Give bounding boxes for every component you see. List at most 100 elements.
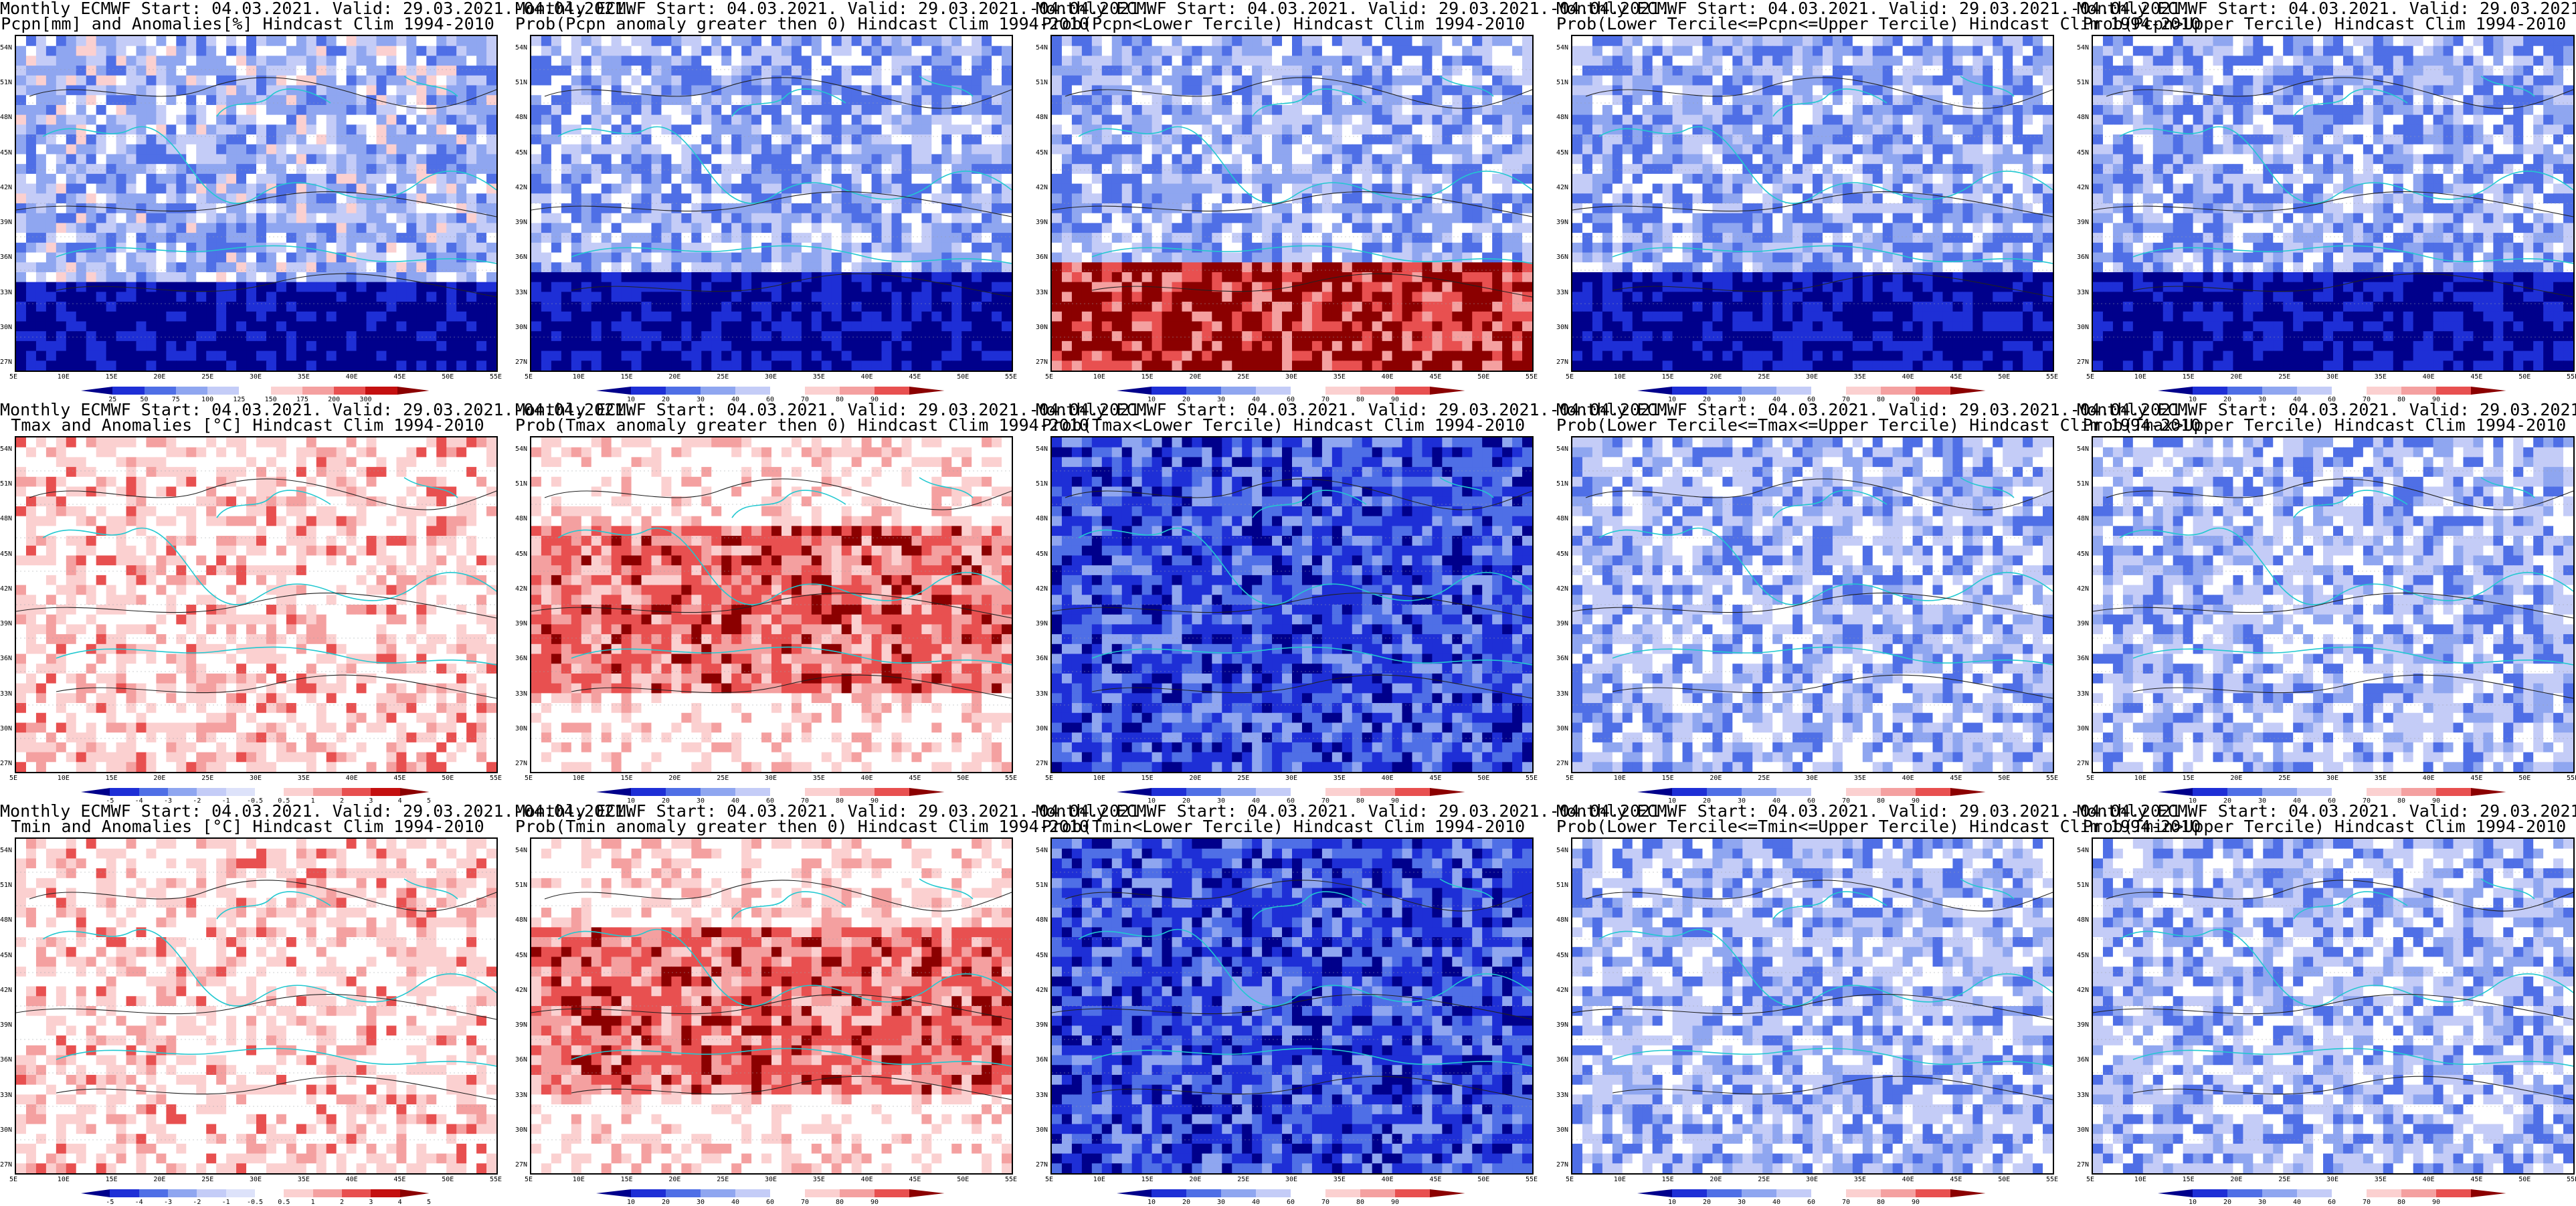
field-cell: [681, 193, 692, 203]
field-cell: [612, 193, 622, 203]
field-cell: [206, 115, 217, 125]
field-cell: [741, 86, 752, 96]
field-cell: [1262, 164, 1273, 174]
field-cell: [802, 76, 812, 86]
field-cell: [286, 233, 297, 243]
field-cell: [931, 144, 942, 155]
field-cell: [1122, 164, 1133, 174]
field-cell: [1062, 105, 1073, 115]
field-cell: [306, 134, 317, 144]
field-cell: [921, 36, 932, 46]
field-cell: [196, 184, 207, 194]
field-cell: [406, 292, 417, 302]
field-cell: [632, 253, 642, 263]
field-cell: [1292, 351, 1303, 361]
field-cell: [681, 233, 692, 243]
field-cell: [921, 95, 932, 105]
field-cell: [1272, 46, 1283, 56]
field-cell: [741, 321, 752, 331]
field-cell: [951, 351, 962, 361]
field-cell: [367, 56, 377, 66]
field-cell: [1332, 262, 1343, 272]
field-cell: [1372, 174, 1383, 184]
field-cell: [1072, 115, 1083, 125]
field-cell: [436, 174, 447, 184]
field-cell: [1342, 292, 1353, 302]
field-cell: [602, 341, 612, 351]
field-cell: [426, 144, 437, 155]
field-cell: [266, 164, 277, 174]
field-cell: [901, 66, 912, 76]
field-cell: [216, 105, 227, 115]
field-cell: [76, 76, 87, 86]
field-cell: [386, 282, 397, 292]
field-cell: [721, 105, 732, 115]
field-cell: [316, 223, 327, 233]
field-cell: [1102, 66, 1113, 76]
field-cell: [1342, 282, 1353, 292]
field-cell: [842, 154, 852, 164]
field-cell: [1352, 253, 1363, 263]
field-cell: [396, 312, 407, 322]
field-cell: [842, 66, 852, 76]
field-cell: [761, 46, 772, 56]
field-cell: [1402, 272, 1413, 282]
field-cell: [711, 262, 722, 272]
field-cell: [1512, 272, 1523, 282]
field-cell: [721, 76, 732, 86]
field-cell: [1512, 312, 1523, 322]
field-cell: [691, 174, 702, 184]
field-cell: [901, 56, 912, 66]
field-cell: [456, 312, 467, 322]
field-cell: [1212, 341, 1222, 351]
field-cell: [416, 164, 427, 174]
field-cell: [1262, 66, 1273, 76]
field-cell: [571, 223, 582, 233]
field-cell: [1232, 134, 1243, 144]
field-cell: [1072, 312, 1083, 322]
field-cell: [246, 233, 257, 243]
field-cell: [882, 184, 893, 194]
field-cell: [531, 243, 542, 253]
field-cell: [1072, 76, 1083, 86]
field-cell: [1262, 272, 1273, 282]
field-cell: [701, 115, 712, 125]
field-cell: [436, 154, 447, 164]
field-cell: [751, 105, 762, 115]
field-cell: [661, 213, 672, 223]
field-cell: [456, 243, 467, 253]
field-cell: [1522, 243, 1532, 253]
field-cell: [531, 331, 542, 341]
field-cell: [1082, 361, 1093, 371]
field-cell: [466, 86, 477, 96]
field-cell: [951, 262, 962, 272]
field-cell: [1152, 312, 1163, 322]
field-cell: [1072, 223, 1083, 233]
field-cell: [992, 223, 1002, 233]
field-cell: [1172, 184, 1183, 194]
field-cell: [16, 76, 27, 86]
field-cell: [792, 302, 802, 312]
field-cell: [1192, 193, 1202, 203]
field-cell: [681, 164, 692, 174]
field-cell: [701, 312, 712, 322]
field-cell: [126, 233, 137, 243]
field-cell: [1092, 66, 1103, 76]
field-cell: [206, 262, 217, 272]
field-cell: [1112, 361, 1123, 371]
field-cell: [802, 331, 812, 341]
field-cell: [1342, 223, 1353, 233]
field-cell: [982, 66, 992, 76]
field-cell: [26, 292, 37, 302]
longitude-label: 25E: [201, 373, 213, 381]
field-cell: [1082, 341, 1093, 351]
field-cell: [632, 302, 642, 312]
field-cell: [396, 292, 407, 302]
field-cell: [551, 203, 562, 213]
field-cell: [812, 213, 822, 223]
field-cell: [1462, 76, 1473, 86]
field-cell: [1372, 154, 1383, 164]
field-cell: [1242, 361, 1253, 371]
field-cell: [386, 292, 397, 302]
field-cell: [176, 292, 187, 302]
